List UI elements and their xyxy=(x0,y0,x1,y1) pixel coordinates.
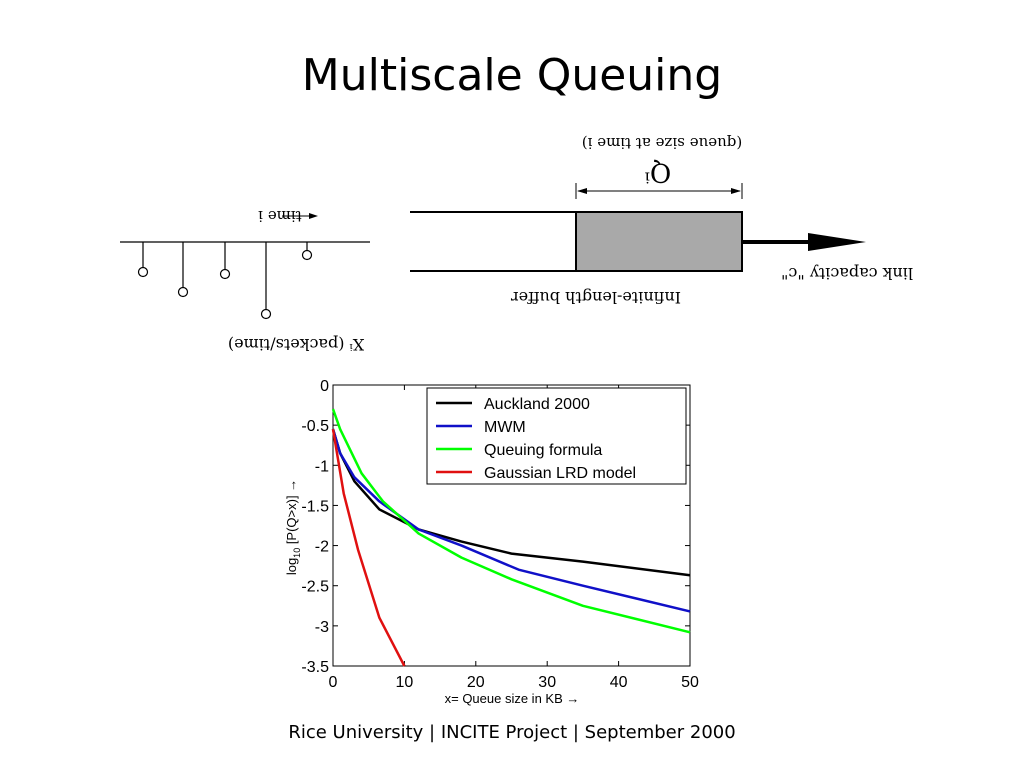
y-tick-label: 0 xyxy=(320,378,329,395)
y-tick-label: -3.5 xyxy=(301,659,329,676)
time-label: time i xyxy=(258,207,302,225)
x-tick-label: 40 xyxy=(610,674,628,691)
queue-size-bracket xyxy=(575,183,743,199)
link-capacity-label: link capacity "c" xyxy=(781,264,913,283)
queue-symbol: Qⁱ xyxy=(645,157,672,187)
y-axis-label: log10 [P(Q>x)] → xyxy=(284,479,302,575)
legend-label-mwm: MWM xyxy=(484,419,526,436)
y-tick-label: -1.5 xyxy=(301,498,329,515)
series-line-gaussian-lrd-model xyxy=(331,428,406,667)
y-tick-label: -1 xyxy=(315,458,329,475)
x-tick-label: 10 xyxy=(396,674,414,691)
queue-size-label: (queue size at time i) xyxy=(582,134,742,152)
x-tick-label: 20 xyxy=(467,674,485,691)
x-axis-label: x= Queue size in KB → xyxy=(445,691,580,706)
time-arrow xyxy=(282,213,318,219)
x-tick-label: 50 xyxy=(681,674,699,691)
y-tick-label: -2.5 xyxy=(301,579,329,596)
legend-label-gaussian-lrd-model: Gaussian LRD model xyxy=(484,465,636,482)
buffer xyxy=(410,211,743,272)
arrivals-label: Xⁱ (packets/time) xyxy=(228,335,364,354)
legend-label-auckland-2000: Auckland 2000 xyxy=(484,396,590,413)
arrival-process xyxy=(120,241,370,320)
buffer-label: Infinite-length buffer xyxy=(511,288,681,307)
x-tick-label: 0 xyxy=(329,674,338,691)
plot-frame xyxy=(332,384,691,667)
y-tick-label: -3 xyxy=(315,619,329,636)
series-line-queuing-formula xyxy=(331,408,691,634)
legend-label-queuing-formula: Queuing formula xyxy=(484,442,602,459)
legend: Auckland 2000 MWM Queuing formula Gaussian … xyxy=(426,387,687,485)
y-tick-label: -0.5 xyxy=(301,418,329,435)
slide-footer: Rice University | INCITE Project | Septe… xyxy=(288,722,736,743)
y-tick-label: -2 xyxy=(315,539,329,556)
x-tick-label: 30 xyxy=(538,674,556,691)
series-line-mwm xyxy=(331,428,691,613)
output-arrow xyxy=(742,233,866,251)
slide-title: Multiscale Queuing xyxy=(301,50,723,101)
